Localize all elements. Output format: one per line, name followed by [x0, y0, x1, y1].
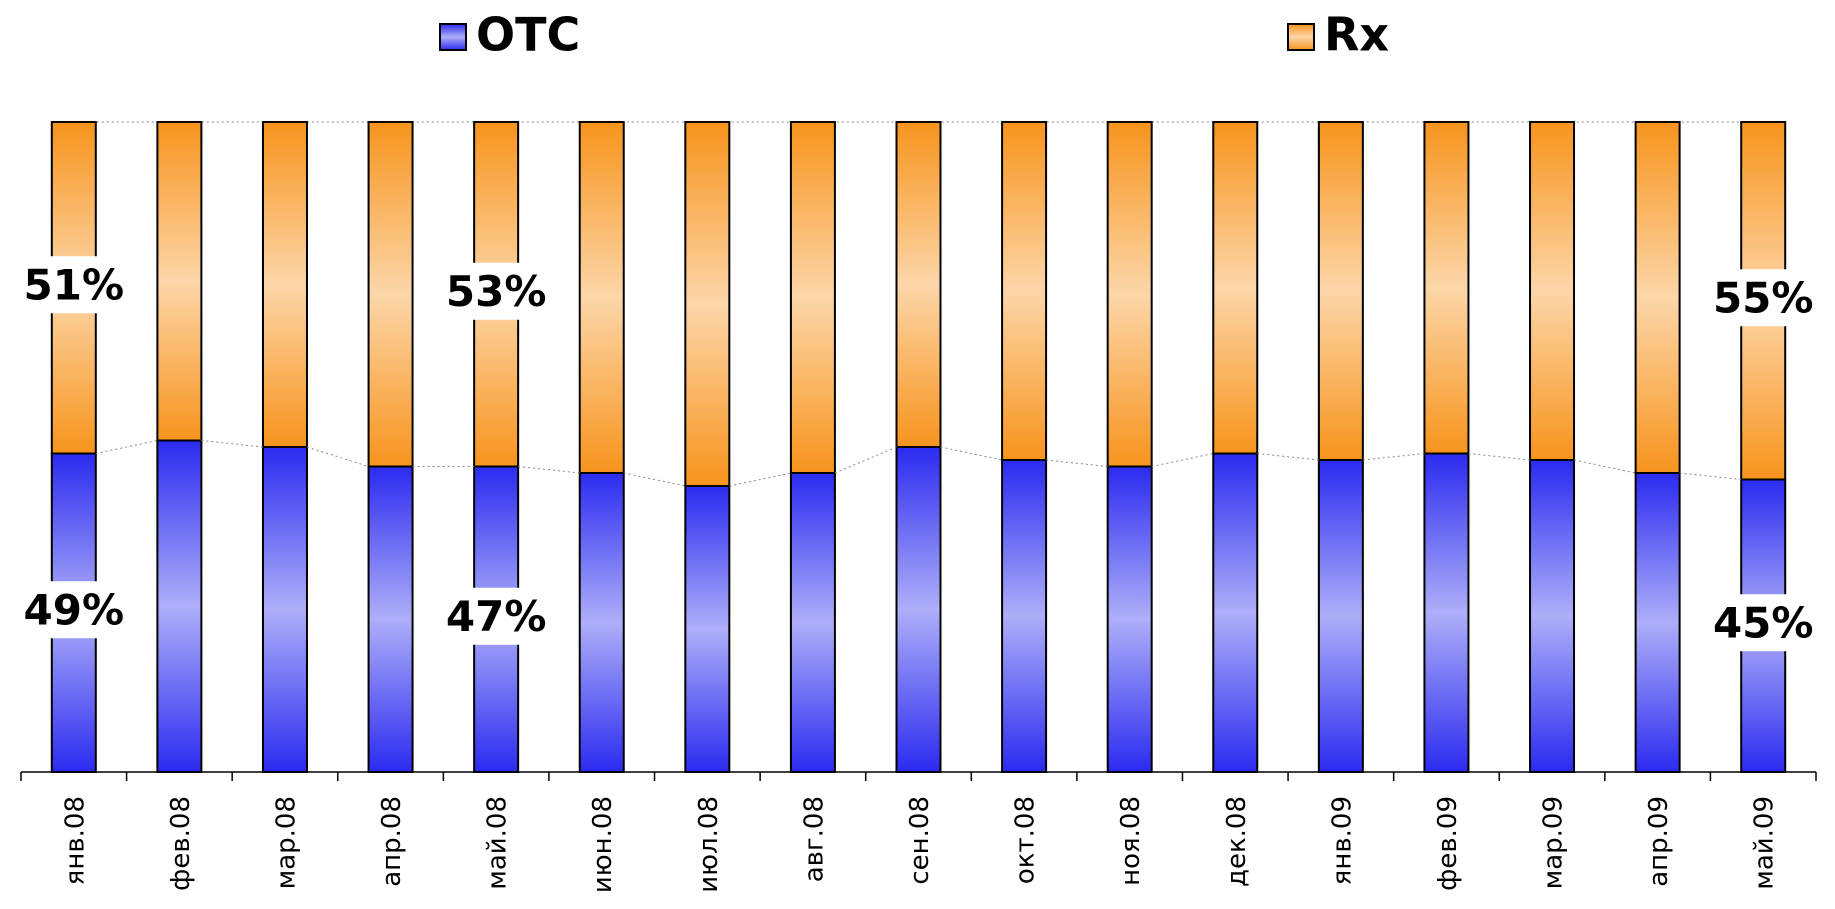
x-tick-label: июн.08	[588, 796, 618, 893]
x-tick-label: авг.08	[799, 796, 829, 882]
bar-segment	[684, 485, 731, 773]
connector-line	[1151, 453, 1214, 467]
data-label: 53%	[446, 267, 547, 316]
connector-line	[1257, 453, 1319, 461]
data-label-bg	[17, 581, 131, 639]
bar-segment	[1634, 121, 1681, 474]
x-tick-label: фев.08	[166, 796, 196, 891]
bar-segment	[1001, 121, 1048, 461]
connector-line	[201, 440, 264, 448]
connector-line	[1468, 453, 1531, 461]
connector-line	[623, 472, 686, 487]
bar-segment	[367, 465, 414, 773]
bar-segment	[1529, 459, 1576, 773]
legend-label: OTC	[476, 8, 580, 62]
x-tick-label: сен.08	[905, 796, 935, 885]
bar-segment	[1106, 465, 1153, 773]
data-label-bg	[439, 262, 553, 320]
connector-line	[1573, 459, 1636, 474]
bar-segment	[1317, 459, 1364, 773]
x-tick-label: май.09	[1750, 796, 1780, 890]
connector-line	[729, 472, 792, 487]
data-label-bg	[17, 256, 131, 314]
connector-line	[518, 466, 580, 474]
data-label: 45%	[1713, 598, 1814, 647]
x-tick-label: мар.08	[271, 796, 301, 889]
connector-line	[940, 446, 1003, 461]
bar-segment	[1529, 121, 1576, 461]
bar-segment	[1001, 459, 1048, 773]
bar-segment	[156, 439, 203, 773]
connector-line	[834, 446, 897, 474]
bar-segment	[895, 121, 942, 448]
bar-segment	[261, 121, 308, 448]
x-tick-label: май.08	[483, 796, 513, 890]
bar-segment	[1634, 472, 1681, 773]
connector-line	[1046, 459, 1108, 467]
bar-segment	[261, 446, 308, 773]
bar-segment	[1423, 452, 1470, 773]
data-label: 55%	[1713, 273, 1814, 322]
x-tick-label: ноя.08	[1116, 796, 1146, 886]
connector-line	[1679, 472, 1742, 480]
bar-segment	[1106, 121, 1153, 468]
x-tick-label: июл.08	[694, 796, 724, 893]
data-label-bg	[1706, 269, 1820, 327]
bar-segment	[1212, 452, 1259, 773]
bar-segment	[895, 446, 942, 773]
bar-segment	[789, 472, 836, 773]
connector-line	[306, 446, 369, 467]
data-label: 47%	[446, 592, 547, 641]
connector-line	[95, 440, 158, 454]
x-tick-label: апр.09	[1644, 796, 1674, 887]
data-label: 49%	[24, 585, 125, 634]
x-tick-label: янв.09	[1327, 796, 1357, 885]
data-label: 51%	[24, 260, 125, 309]
x-tick-label: мар.09	[1539, 796, 1569, 889]
bar-segment	[684, 121, 731, 487]
data-label-bg	[439, 587, 553, 645]
bar-segment	[1423, 121, 1470, 455]
bar-segment	[156, 121, 203, 442]
bar-segment	[578, 121, 625, 474]
connector-line	[1362, 453, 1425, 461]
x-tick-label: дек.08	[1222, 796, 1252, 887]
x-tick-label: апр.08	[377, 796, 407, 887]
legend-label: Rx	[1324, 8, 1389, 62]
x-tick-label: фев.09	[1433, 796, 1463, 891]
legend-swatch	[1287, 23, 1315, 51]
x-tick-label: окт.08	[1011, 796, 1041, 884]
x-tick-label: янв.08	[60, 796, 90, 885]
bar-segment	[367, 121, 414, 468]
bar-segment	[1212, 121, 1259, 455]
data-label-bg	[1706, 594, 1820, 652]
bar-segment	[789, 121, 836, 474]
bar-segment	[1317, 121, 1364, 461]
legend-swatch	[439, 23, 467, 51]
bar-segment	[578, 472, 625, 773]
